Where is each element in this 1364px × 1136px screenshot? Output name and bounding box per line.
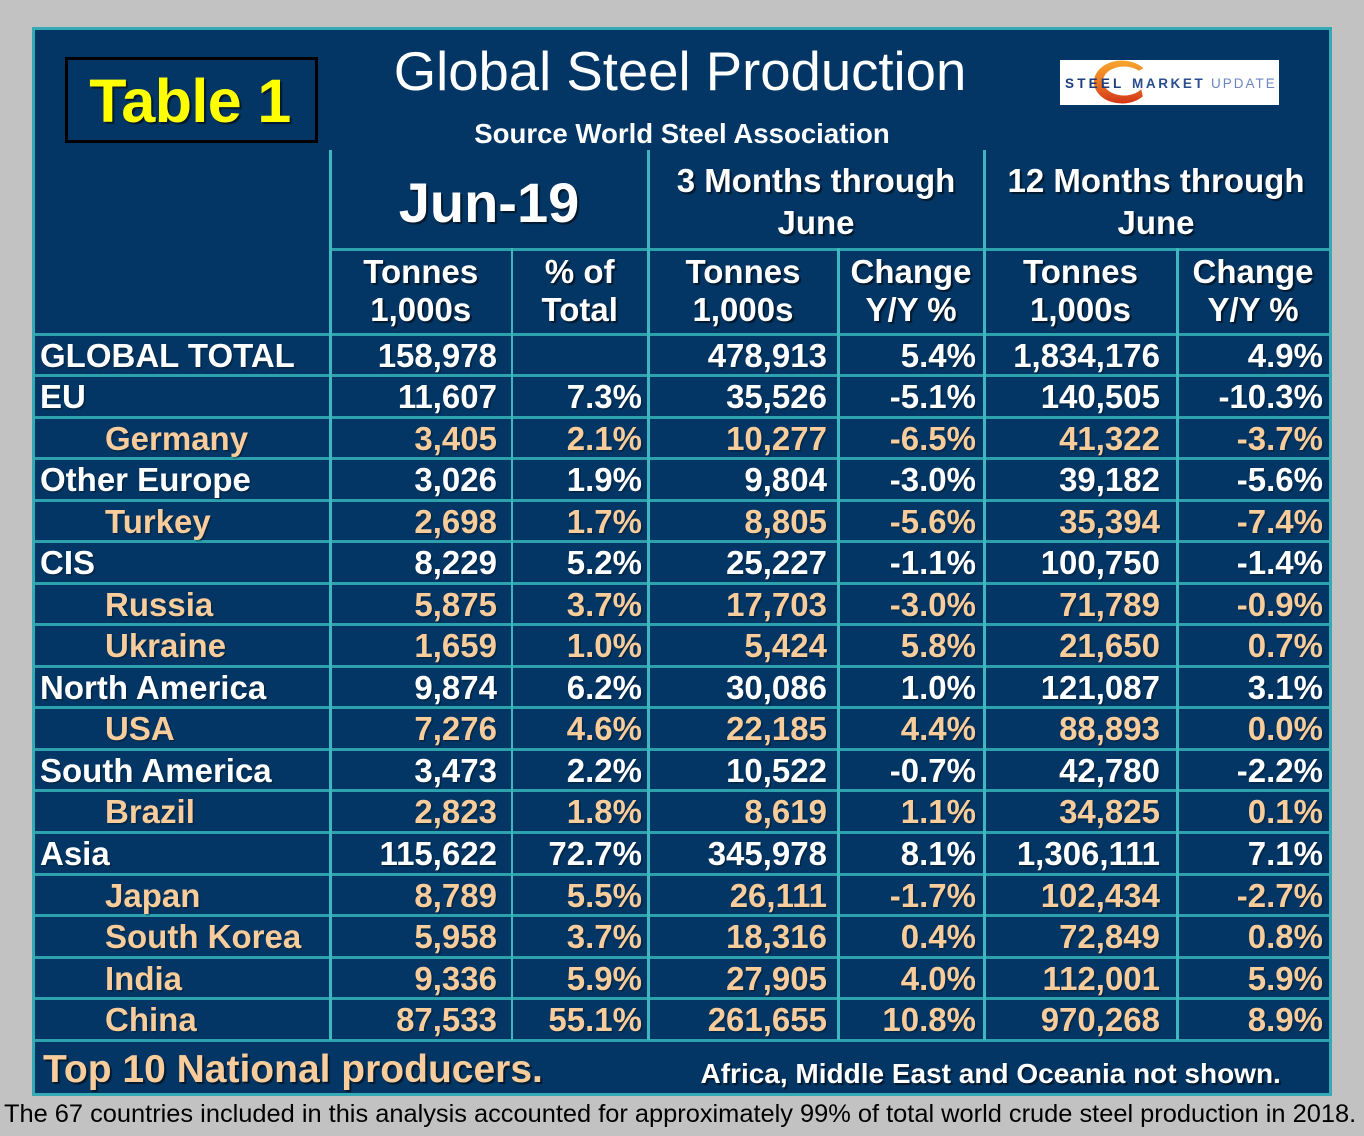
svg-text:UPDATE: UPDATE [1211,76,1277,91]
svg-text:MARKET: MARKET [1132,76,1205,91]
svg-text:STEEL: STEEL [1065,76,1125,91]
